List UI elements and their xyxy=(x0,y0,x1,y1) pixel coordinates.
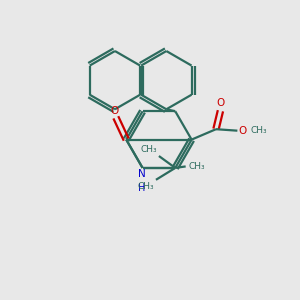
Text: CH₃: CH₃ xyxy=(138,182,154,191)
Text: N: N xyxy=(138,169,146,179)
Text: CH₃: CH₃ xyxy=(141,145,158,154)
Text: O: O xyxy=(216,98,225,108)
Text: H: H xyxy=(138,183,146,194)
Text: O: O xyxy=(110,106,118,116)
Text: CH₃: CH₃ xyxy=(251,126,267,135)
Text: CH₃: CH₃ xyxy=(189,162,205,171)
Text: O: O xyxy=(238,126,246,136)
